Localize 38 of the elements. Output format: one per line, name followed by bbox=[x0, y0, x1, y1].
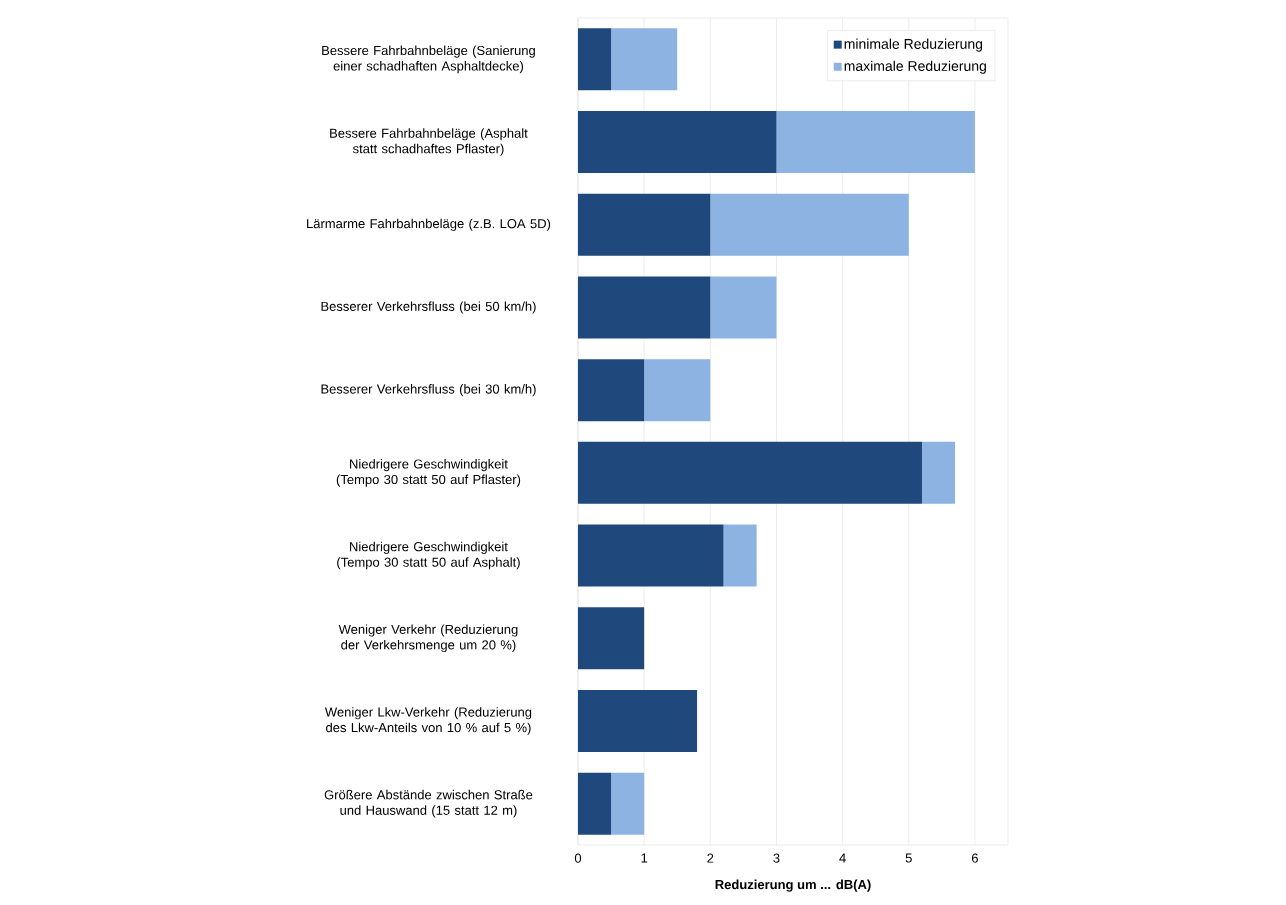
y-tick-label: Weniger Lkw-Verkehr (Reduzierung des Lkw-Anteils von 10 % auf 5 %) bbox=[324, 707, 532, 735]
bar bbox=[578, 28, 612, 91]
bar bbox=[578, 689, 698, 752]
bar bbox=[578, 772, 612, 835]
x-tick-label: 4 bbox=[839, 853, 846, 863]
legend-label: maximale Reduzierung bbox=[844, 60, 986, 74]
x-tick-label: 6 bbox=[971, 853, 978, 863]
bar bbox=[710, 276, 777, 339]
bar bbox=[578, 441, 922, 504]
x-tick-label: 3 bbox=[773, 853, 780, 863]
y-tick-label: Niedrigere Geschwindigkeit (Tempo 30 statt 50 auf Asphalt) bbox=[337, 541, 520, 570]
bar bbox=[723, 524, 757, 587]
y-tick-label: Besserer Verkehrsfluss (bei 30 km/h) bbox=[321, 384, 536, 397]
bar bbox=[710, 193, 909, 256]
bar bbox=[611, 28, 678, 91]
y-tick-label: Bessere Fahrbahnbeläge (Asphalt statt schadhaftes Pflaster) bbox=[330, 128, 528, 156]
y-tick-label: Bessere Fahrbahnbeläge (Sanierung einer schadhaften Asphaltdecke) bbox=[322, 45, 535, 74]
bar bbox=[578, 111, 777, 174]
y-tick-label: Niedrigere Geschwindigkeit (Tempo 30 statt 50 auf Pflaster) bbox=[336, 459, 521, 487]
x-tick-label: 5 bbox=[905, 853, 912, 863]
x-tick-label: 2 bbox=[707, 853, 714, 863]
legend-label: minimale Reduzierung bbox=[844, 38, 983, 52]
y-tick-label: Größere Abstände zwischen Straße und Hauswand (15 statt 12 m) bbox=[324, 789, 533, 818]
bar bbox=[776, 111, 975, 174]
y-tick-label: Weniger Verkehr (Reduzierung der Verkehrsmenge um 20 %) bbox=[338, 624, 518, 653]
bar bbox=[578, 193, 711, 256]
bar bbox=[578, 276, 711, 339]
bar bbox=[644, 359, 711, 422]
x-tick-label: 0 bbox=[574, 853, 582, 863]
bar bbox=[611, 772, 645, 835]
bar bbox=[922, 441, 956, 504]
bar bbox=[578, 524, 724, 587]
bar bbox=[578, 607, 645, 670]
bar bbox=[578, 359, 645, 422]
x-axis-title: Reduzierung um ... dB(A) bbox=[715, 879, 871, 892]
y-tick-label: Lärmarme Fahrbahnbeläge (z.B. LOA 5D) bbox=[307, 218, 551, 231]
y-tick-label: Besserer Verkehrsfluss (bei 50 km/h) bbox=[321, 301, 536, 314]
x-tick-label: 1 bbox=[641, 853, 648, 863]
